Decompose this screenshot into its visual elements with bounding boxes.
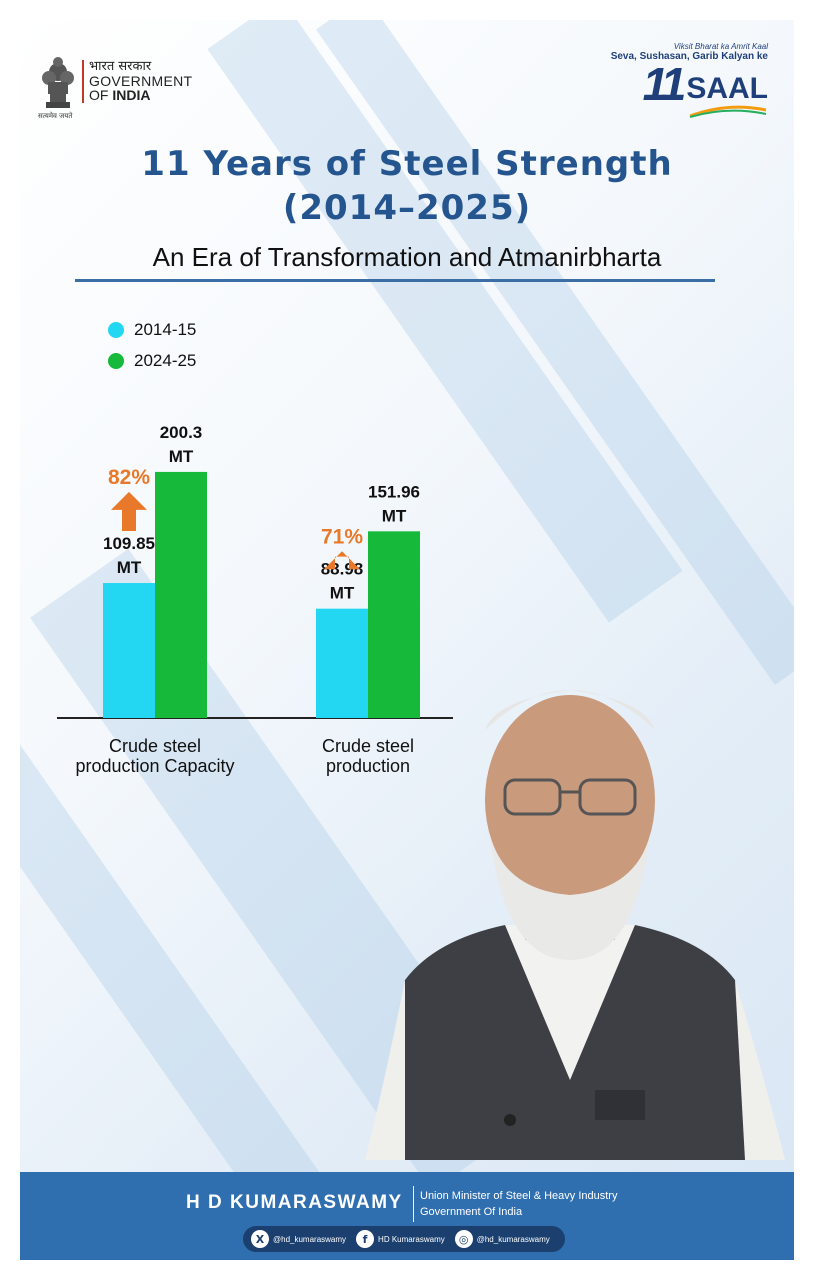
bar-2024-25-1	[368, 531, 420, 718]
social-x-handle: @hd_kumaraswamy	[273, 1234, 347, 1244]
gov-line-government: GOVERNMENT	[89, 72, 193, 89]
minister-organization: Government Of India	[420, 1206, 523, 1218]
saal-tagline-small: Viksit Bharat ka Amrit Kaal	[673, 42, 768, 51]
footer-bar: H D KUMARASWAMY Union Minister of Steel …	[20, 1172, 794, 1260]
gov-line-prefix: OF	[89, 87, 113, 104]
minister-name: H D KUMARASWAMY	[186, 1192, 403, 1213]
11-saal-logo: Viksit Bharat ka Amrit Kaal Seva, Sushas…	[611, 42, 768, 118]
value-label-2024-25-0: MT	[169, 447, 194, 466]
category-label-0: production Capacity	[75, 756, 234, 776]
legend-label-2024-25: 2024-25	[134, 351, 197, 370]
social-instagram-handle: @hd_kumaraswamy	[476, 1234, 550, 1244]
legend-swatch-2014-15	[108, 322, 124, 338]
social-facebook[interactable]: f HD Kumaraswamy	[356, 1230, 445, 1248]
bar-2014-15-1	[316, 608, 368, 718]
infographic-frame: सत्यमेव जयते भारत सरकार GOVERNMENT OF IN…	[20, 20, 794, 1260]
value-label-2014-15-0: MT	[117, 558, 142, 577]
saal-wordmark: 11 SAAL	[611, 58, 768, 110]
growth-label-1: 71%	[321, 525, 363, 548]
social-handles: X @hd_kumaraswamy f HD Kumaraswamy ◎ @hd…	[243, 1226, 565, 1252]
value-label-2014-15-1: MT	[330, 584, 355, 603]
value-label-2024-25-0: 200.3	[160, 423, 203, 442]
instagram-icon: ◎	[454, 1230, 473, 1248]
bar-2024-25-0	[155, 471, 207, 718]
facebook-icon: f	[356, 1230, 375, 1248]
legend-label-2014-15: 2014-15	[134, 320, 197, 339]
value-label-2014-15-0: 109.85	[103, 534, 155, 553]
category-label-1: production	[326, 756, 410, 776]
national-emblem-icon	[42, 57, 74, 108]
emblem-motto: सत्यमेव जयते	[38, 112, 73, 120]
gov-hindi-text: भारत सरकार	[89, 59, 152, 74]
saal-tagline: Seva, Sushasan, Garib Kalyan ke	[610, 51, 768, 62]
legend-item-2014-15: 2014-15	[108, 320, 196, 340]
title-line-1: 11 Years of Steel Strength	[141, 144, 673, 184]
value-label-2024-25-1: 151.96	[368, 482, 420, 501]
social-x[interactable]: X @hd_kumaraswamy	[251, 1230, 346, 1248]
value-label-2024-25-1: MT	[382, 506, 407, 525]
legend-item-2024-25: 2024-25	[108, 351, 196, 371]
bar-2014-15-0	[103, 583, 155, 718]
footer-divider	[413, 1186, 414, 1222]
social-instagram[interactable]: ◎ @hd_kumaraswamy	[454, 1230, 550, 1248]
category-label-0: Crude steel	[109, 736, 201, 756]
growth-arrow-0	[111, 491, 147, 532]
saal-word: SAAL	[686, 72, 768, 105]
x-icon: X	[251, 1230, 269, 1248]
social-facebook-handle: HD Kumaraswamy	[378, 1234, 445, 1244]
title-line-2: (2014–2025)	[282, 188, 532, 228]
category-label-1: Crude steel	[322, 736, 414, 756]
growth-arrow-1	[324, 551, 360, 570]
legend-swatch-2024-25	[108, 353, 124, 369]
minister-role: Union Minister of Steel & Heavy Industry	[420, 1190, 618, 1202]
title-divider	[75, 279, 715, 282]
gov-line-of-india: OF INDIA	[89, 88, 192, 103]
government-of-india-logo: भारत सरकार GOVERNMENT OF INDIA	[82, 59, 193, 104]
saal-number: 11	[642, 58, 687, 110]
page-title: 11 Years of Steel Strength (2014–2025)	[20, 142, 794, 230]
gov-line-india: INDIA	[112, 87, 151, 104]
saal-swoosh-icon	[689, 105, 767, 118]
growth-label-0: 82%	[108, 466, 150, 489]
page-subtitle: An Era of Transformation and Atmanirbhar…	[152, 242, 662, 272]
minister-portrait	[365, 690, 785, 1160]
